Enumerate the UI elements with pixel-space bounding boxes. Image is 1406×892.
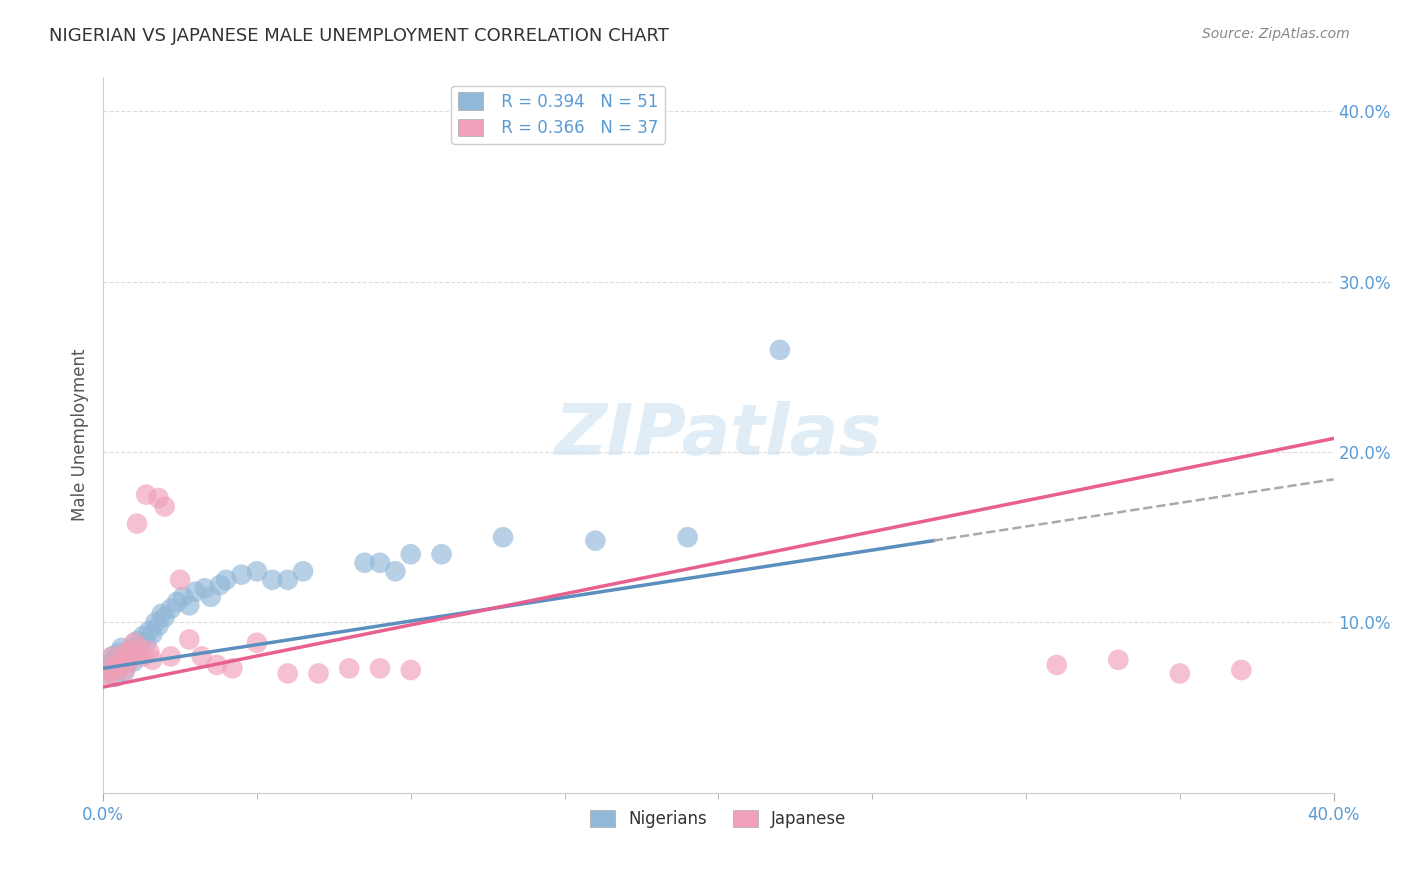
Point xyxy=(122,636,145,650)
Point xyxy=(1107,653,1129,667)
Point xyxy=(368,661,391,675)
Point xyxy=(153,500,176,514)
Point xyxy=(98,657,121,672)
Point xyxy=(132,629,155,643)
Point xyxy=(104,670,127,684)
Legend: Nigerians, Japanese: Nigerians, Japanese xyxy=(583,803,853,834)
Point xyxy=(120,644,142,658)
Point xyxy=(138,624,160,638)
Point xyxy=(101,666,124,681)
Point xyxy=(262,573,284,587)
Point xyxy=(179,632,201,647)
Point xyxy=(122,649,145,664)
Point xyxy=(200,590,222,604)
Point xyxy=(194,582,217,596)
Point xyxy=(159,649,181,664)
Point xyxy=(114,646,136,660)
Point xyxy=(384,564,406,578)
Point xyxy=(117,657,139,671)
Point xyxy=(769,343,792,357)
Point xyxy=(120,649,142,664)
Point xyxy=(125,646,148,660)
Point xyxy=(292,564,315,578)
Point xyxy=(399,663,422,677)
Point xyxy=(104,657,127,672)
Point xyxy=(308,666,330,681)
Point xyxy=(98,663,121,677)
Point xyxy=(135,636,157,650)
Point xyxy=(122,655,145,669)
Point xyxy=(101,649,124,664)
Y-axis label: Male Unemployment: Male Unemployment xyxy=(72,349,89,521)
Point xyxy=(1168,666,1191,681)
Text: ZIPatlas: ZIPatlas xyxy=(555,401,882,469)
Point xyxy=(179,599,201,613)
Point xyxy=(184,584,207,599)
Point xyxy=(125,516,148,531)
Point xyxy=(337,661,360,675)
Point xyxy=(114,665,136,679)
Point xyxy=(353,556,375,570)
Point xyxy=(117,644,139,658)
Point xyxy=(1230,663,1253,677)
Point xyxy=(676,530,699,544)
Point xyxy=(277,666,299,681)
Point xyxy=(96,666,118,681)
Text: NIGERIAN VS JAPANESE MALE UNEMPLOYMENT CORRELATION CHART: NIGERIAN VS JAPANESE MALE UNEMPLOYMENT C… xyxy=(49,27,669,45)
Point xyxy=(125,634,148,648)
Point xyxy=(166,595,188,609)
Point xyxy=(114,651,136,665)
Point xyxy=(110,653,132,667)
Point xyxy=(246,636,269,650)
Point xyxy=(172,590,194,604)
Point xyxy=(159,601,181,615)
Point xyxy=(208,578,231,592)
Point xyxy=(145,615,167,630)
Text: Source: ZipAtlas.com: Source: ZipAtlas.com xyxy=(1202,27,1350,41)
Point xyxy=(96,670,118,684)
Point xyxy=(135,488,157,502)
Point xyxy=(246,564,269,578)
Point xyxy=(205,657,228,672)
Point xyxy=(110,657,132,671)
Point xyxy=(138,644,160,658)
Point xyxy=(215,573,238,587)
Point xyxy=(107,646,129,660)
Point xyxy=(169,573,191,587)
Point xyxy=(399,547,422,561)
Point xyxy=(153,610,176,624)
Point xyxy=(101,649,124,664)
Point xyxy=(150,607,173,621)
Point xyxy=(129,640,152,655)
Point xyxy=(148,619,170,633)
Point xyxy=(430,547,453,561)
Point xyxy=(368,556,391,570)
Point xyxy=(107,661,129,675)
Point xyxy=(277,573,299,587)
Point xyxy=(117,657,139,671)
Point xyxy=(104,653,127,667)
Point xyxy=(141,653,163,667)
Point xyxy=(1046,657,1069,672)
Point xyxy=(221,661,243,675)
Point xyxy=(107,661,129,675)
Point xyxy=(101,663,124,677)
Point xyxy=(110,640,132,655)
Point xyxy=(132,649,155,664)
Point xyxy=(492,530,515,544)
Point xyxy=(114,663,136,677)
Point xyxy=(141,627,163,641)
Point xyxy=(583,533,606,548)
Point xyxy=(148,491,170,505)
Point xyxy=(190,649,212,664)
Point xyxy=(122,640,145,655)
Point xyxy=(231,567,253,582)
Point xyxy=(129,639,152,653)
